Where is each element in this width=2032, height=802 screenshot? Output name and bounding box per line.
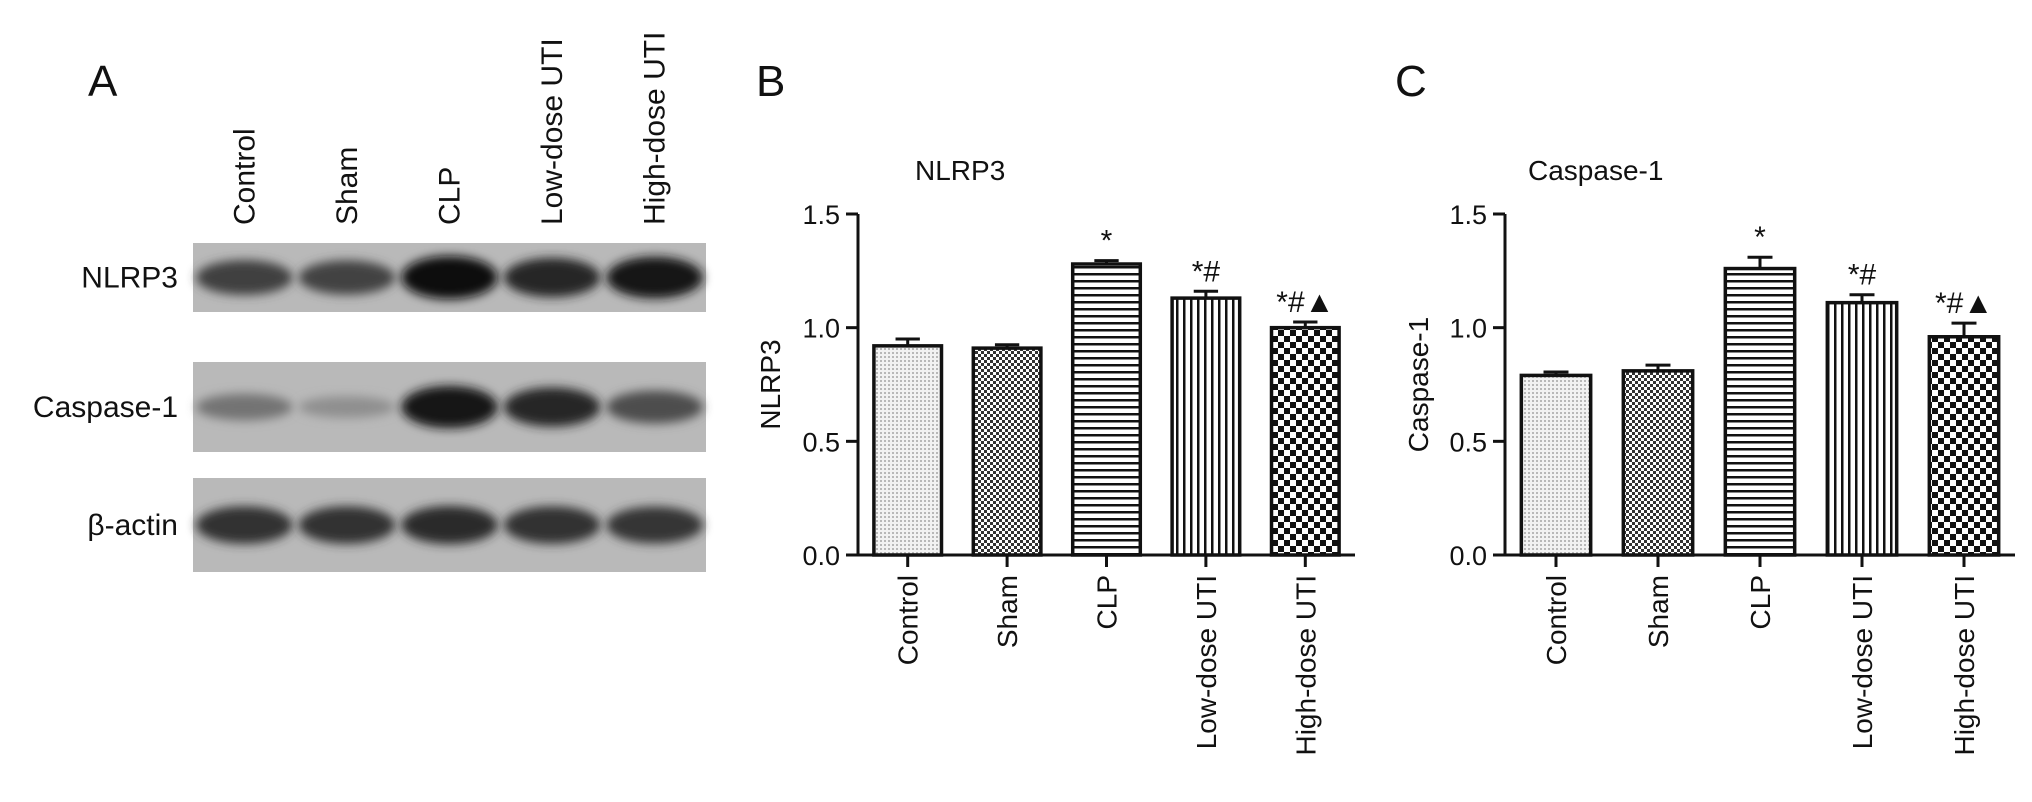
blot-band <box>401 505 498 545</box>
chart-title: NLRP3 <box>915 155 1005 186</box>
bar-low-dose-uti <box>1825 300 1899 557</box>
y-tick-label: 1.5 <box>802 200 840 230</box>
nlrp3-bar-chart: B NLRP3 NLRP3 0.0 0.5 1.0 1.5 Control Sham CLP *… <box>755 57 1355 756</box>
x-tick-label-sham: Sham <box>992 575 1023 648</box>
y-tick-label: 1.0 <box>1449 314 1487 344</box>
y-tick-label: 0.0 <box>802 541 840 571</box>
blot-band <box>401 255 498 300</box>
y-tick-label: 0.0 <box>1449 541 1487 571</box>
blot-band <box>298 260 396 295</box>
blot-lane-label-clp: CLP <box>434 167 467 225</box>
bar-control <box>1519 373 1593 557</box>
blot-lane-label-low-dose-uti: Low-dose UTI <box>536 38 569 225</box>
bar-sham <box>971 346 1043 557</box>
bar-low-dose-uti <box>1170 296 1242 557</box>
blot-row-actin: β-actin <box>87 478 706 572</box>
blot-lane-labels: Control Sham CLP Low-dose UTI High-dose UTI <box>228 32 671 225</box>
y-tick-label: 0.5 <box>1449 427 1487 457</box>
blot-band <box>503 506 601 544</box>
blot-row-label: Caspase-1 <box>33 391 178 424</box>
x-tick-label-low-dose-uti: Low-dose UTI <box>1191 575 1222 749</box>
x-tick-label-high-dose-uti: High-dose UTI <box>1290 575 1321 756</box>
x-tick-label-sham: Sham <box>1643 575 1674 648</box>
x-tick-label-clp: CLP <box>1092 575 1123 629</box>
y-tick-label: 1.0 <box>802 314 840 344</box>
blot-band <box>196 506 293 544</box>
x-tick-label-low-dose-uti: Low-dose UTI <box>1847 575 1878 749</box>
bar-sham <box>1621 369 1695 557</box>
blot-band <box>298 506 396 544</box>
significance-label: *#▲ <box>1276 286 1334 319</box>
y-tick-label: 0.5 <box>802 427 840 457</box>
blot-band <box>606 256 703 299</box>
y-axis-label: Caspase-1 <box>1403 317 1434 452</box>
panel-a-letter: A <box>88 57 118 106</box>
blot-band <box>298 396 396 418</box>
x-tick-label-control: Control <box>1541 575 1572 665</box>
blot-lane-label-high-dose-uti: High-dose UTI <box>639 32 672 225</box>
western-blot-panel: A Control Sham CLP Low-dose UTI High-dose UT… <box>33 32 706 572</box>
panel-b-letter: B <box>756 57 785 106</box>
blot-row-caspase-1: Caspase-1 <box>33 362 706 452</box>
blot-band <box>196 259 293 296</box>
significance-label: *# <box>1192 255 1221 288</box>
significance-label: *#▲ <box>1935 287 1993 320</box>
blot-lane-label-control: Control <box>228 128 261 225</box>
y-tick-label: 1.5 <box>1449 200 1487 230</box>
blot-band <box>606 390 703 424</box>
blot-band <box>503 387 601 427</box>
x-tick-label-clp: CLP <box>1745 575 1776 629</box>
chart-title: Caspase-1 <box>1528 155 1663 186</box>
blot-row-label: β-actin <box>87 509 178 542</box>
caspase1-bar-chart: C Caspase-1 Caspase-1 0.0 0.5 1.0 1.5 Control… <box>1395 57 2015 756</box>
bar-high-dose-uti <box>1269 325 1341 557</box>
bar-clp <box>1723 266 1797 557</box>
blot-rows: NLRP3 Caspase-1 β-actin <box>33 243 706 572</box>
blot-row-label: NLRP3 <box>81 262 178 295</box>
bar-high-dose-uti <box>1927 335 2001 557</box>
bar-control <box>872 344 944 557</box>
blot-band <box>401 385 498 429</box>
blot-band <box>196 393 293 421</box>
panel-c-letter: C <box>1395 57 1427 106</box>
bar-clp <box>1070 262 1143 557</box>
x-tick-label-control: Control <box>893 575 924 665</box>
blot-band <box>606 506 703 544</box>
blot-row-nlrp3: NLRP3 <box>81 243 706 312</box>
blot-band <box>503 257 601 298</box>
significance-label: *# <box>1848 259 1877 292</box>
y-axis-label: NLRP3 <box>755 339 786 429</box>
significance-label: * <box>1754 221 1766 254</box>
x-tick-label-high-dose-uti: High-dose UTI <box>1949 575 1980 756</box>
blot-lane-label-sham: Sham <box>331 147 364 225</box>
significance-label: * <box>1101 225 1113 258</box>
